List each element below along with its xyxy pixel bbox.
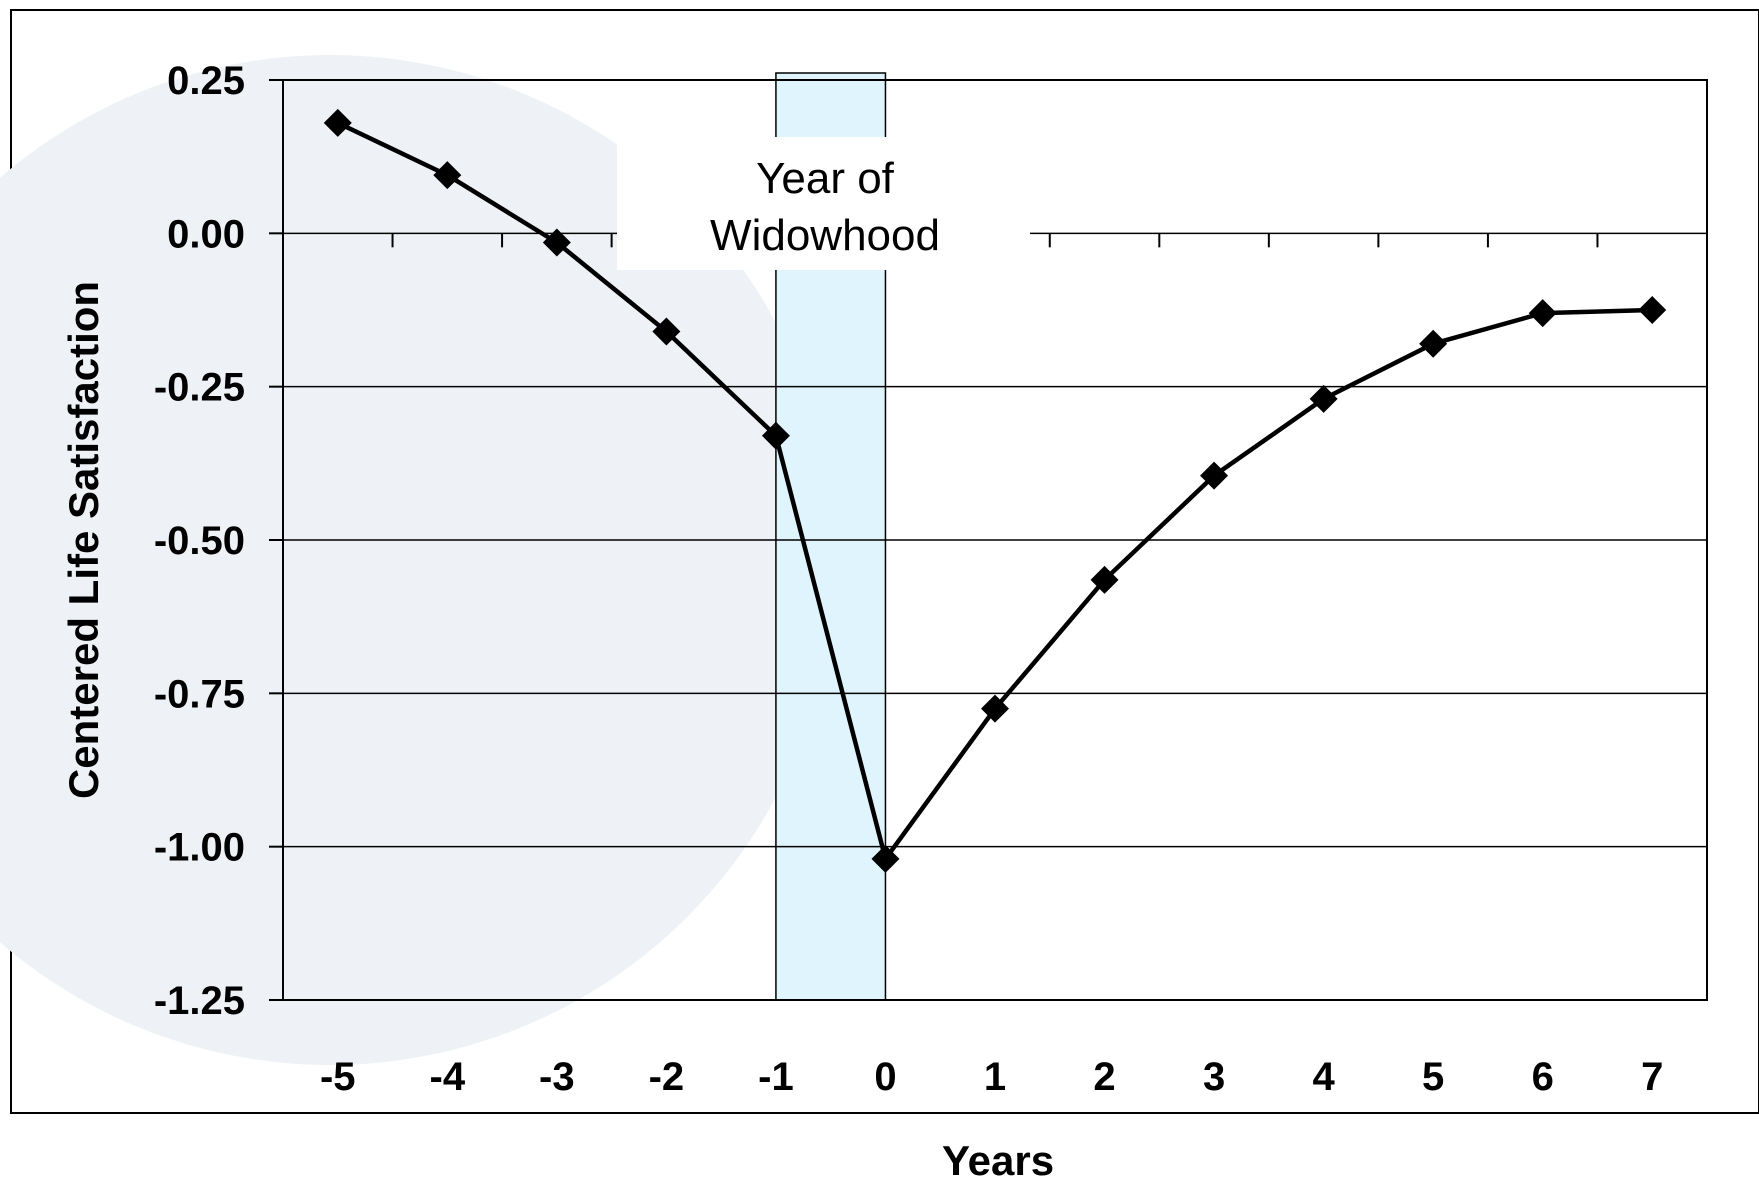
y-axis-title: Centered Life Satisfaction	[60, 281, 107, 799]
data-point--3	[542, 228, 571, 257]
series-line	[323, 108, 1667, 873]
gridlines	[283, 232, 1707, 848]
x-tick-label: -4	[430, 1055, 466, 1099]
data-point--1	[761, 421, 790, 450]
y-tick-label: -0.50	[154, 519, 245, 563]
data-point-7	[1638, 296, 1667, 324]
x-tick-label: -2	[649, 1055, 685, 1099]
data-point-5	[1419, 329, 1448, 358]
y-tick-label: -0.75	[154, 672, 245, 716]
x-tick-label: 6	[1532, 1055, 1554, 1099]
x-tick-labels: -5 -4 -3 -2 -1 0 1 2 3 4 5 6 7	[320, 1055, 1663, 1099]
x-tick-label: 2	[1093, 1055, 1115, 1099]
y-tick-label: 0.00	[167, 212, 245, 256]
widowhood-label-box	[617, 137, 1030, 270]
widowhood-label: Year of Widowhood	[617, 137, 1030, 270]
x-tick-label: -3	[539, 1055, 575, 1099]
x-tick-label: 0	[874, 1055, 896, 1099]
data-point-1	[981, 694, 1009, 723]
widowhood-label-line2: Widowhood	[710, 211, 940, 260]
x-axis-title: Years	[942, 1137, 1054, 1179]
data-point--5	[323, 108, 352, 137]
y-tick-label: -1.00	[154, 826, 245, 870]
x-tick-label: 1	[984, 1055, 1006, 1099]
x-tick-label: 4	[1312, 1055, 1335, 1099]
data-point--4	[433, 161, 462, 190]
data-point-0	[871, 844, 900, 873]
y-tick-label: -0.25	[154, 366, 245, 410]
x-tick-label: 7	[1641, 1055, 1663, 1099]
data-point-4	[1309, 384, 1338, 413]
axes	[269, 79, 1708, 1001]
data-point-3	[1200, 461, 1229, 490]
y-tick-label: -1.25	[154, 979, 245, 1023]
data-point--2	[652, 317, 681, 346]
widowhood-label-line1: Year of	[756, 154, 895, 203]
y-tick-label: 0.25	[167, 59, 245, 103]
data-point-6	[1528, 299, 1557, 328]
x-tick-label: -5	[320, 1055, 356, 1099]
data-point-2	[1090, 565, 1119, 594]
x-tick-label: 5	[1422, 1055, 1444, 1099]
x-tick-label: -1	[758, 1055, 794, 1099]
x-tick-label: 3	[1203, 1055, 1225, 1099]
y-tick-labels: 0.25 0.00 -0.25 -0.50 -0.75 -1.00 -1.25	[154, 59, 245, 1023]
background-circle	[0, 55, 835, 1065]
